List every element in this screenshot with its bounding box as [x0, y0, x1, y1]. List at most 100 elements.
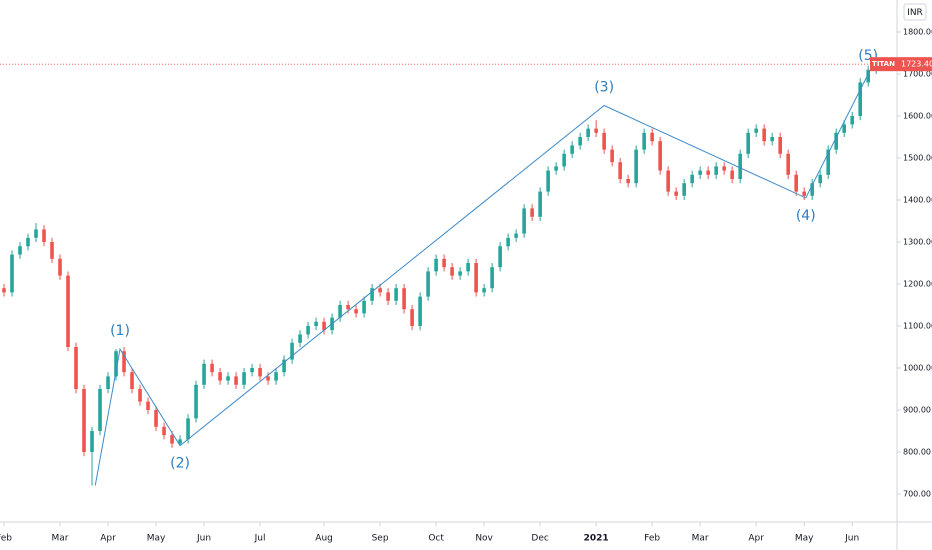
candle-body: [778, 136, 782, 154]
last-price: 1723.40: [901, 60, 932, 69]
x-tick-label: May: [795, 534, 814, 544]
x-tick-label: Jun: [196, 534, 211, 544]
candle-body: [154, 409, 158, 427]
candle-body: [818, 174, 822, 184]
candle-body: [370, 288, 374, 301]
candle-body: [546, 170, 550, 192]
candle-body: [858, 82, 862, 116]
candle-body: [402, 288, 406, 310]
candle-body: [322, 321, 326, 331]
candle-body: [650, 132, 654, 142]
candle-body: [570, 145, 574, 154]
x-tick-label: Jul: [254, 534, 266, 544]
candle-body: [186, 418, 190, 440]
y-tick-label: 1000.00: [903, 363, 932, 372]
candle-body: [802, 191, 806, 196]
candle-body: [234, 376, 238, 385]
x-tick-label: Jun: [844, 534, 859, 544]
candle-body: [466, 262, 470, 272]
candle-body: [706, 170, 710, 175]
wave-label: (1): [110, 323, 130, 339]
candle-body: [594, 128, 598, 133]
candle-body: [122, 351, 126, 373]
candle-body: [762, 128, 766, 142]
candle-body: [562, 153, 566, 167]
candle-body: [842, 124, 846, 133]
candle-body: [514, 233, 518, 238]
candle-body: [426, 271, 430, 297]
candle-body: [418, 296, 422, 326]
candle-body: [250, 367, 254, 373]
candle-body: [314, 321, 318, 326]
candle-body: [194, 384, 198, 419]
candle-body: [130, 372, 134, 389]
candle-body: [682, 183, 686, 196]
candle-body: [698, 170, 702, 175]
candle-body: [114, 351, 118, 377]
y-tick-label: 1700.00: [903, 70, 932, 79]
candle-body: [770, 136, 774, 142]
candle-body: [274, 372, 278, 381]
candle-body: [242, 372, 246, 385]
candle-body: [458, 271, 462, 276]
candle-body: [586, 128, 590, 137]
candle-body: [794, 174, 798, 192]
symbol-box: [870, 57, 897, 72]
candle-body: [178, 439, 182, 444]
candle-body: [658, 141, 662, 171]
candle-body: [18, 246, 22, 255]
x-tick-label: 2021: [584, 534, 609, 544]
candle-body: [850, 116, 854, 125]
candle-body: [226, 376, 230, 381]
candle-body: [498, 246, 502, 268]
candle-body: [74, 346, 78, 389]
candle-body: [578, 136, 582, 146]
candle-body: [98, 388, 102, 431]
candle-body: [410, 309, 414, 326]
candle-body: [730, 170, 734, 179]
currency-box[interactable]: [903, 3, 927, 21]
x-tick-label: May: [147, 534, 166, 544]
candle-body: [746, 132, 750, 154]
candle-body: [626, 178, 630, 184]
candle-body: [58, 258, 62, 276]
candle-body: [66, 275, 70, 347]
x-tick-label: Dec: [531, 534, 548, 544]
candle-body: [810, 183, 814, 196]
candle-body: [834, 132, 838, 150]
x-tick-label: Aug: [315, 534, 333, 544]
candle-body: [642, 132, 646, 150]
y-tick-label: 1400.00: [903, 195, 932, 204]
candle-body: [522, 208, 526, 234]
wave-label: (4): [796, 208, 816, 224]
candle-body: [202, 363, 206, 385]
candle-body: [218, 372, 222, 381]
candle-body: [50, 241, 54, 259]
candle-body: [298, 334, 302, 343]
candle-body: [282, 359, 286, 373]
candle-body: [386, 292, 390, 301]
candle-body: [210, 363, 214, 373]
candle-body: [610, 149, 614, 163]
x-tick-label: Mar: [692, 534, 709, 544]
wave-label: (2): [170, 456, 190, 472]
candle-body: [170, 435, 174, 444]
candle-body: [26, 237, 30, 247]
candle-body: [722, 166, 726, 171]
candle-body: [754, 128, 758, 133]
x-tick-label: Mar: [52, 534, 69, 544]
candle-body: [634, 149, 638, 184]
y-tick-label: 1200.00: [903, 279, 932, 288]
x-tick-label: Feb: [0, 534, 12, 544]
candle-body: [490, 267, 494, 289]
candle-body: [602, 132, 606, 150]
candle-body: [714, 166, 718, 175]
candle-body: [482, 288, 486, 293]
candle-body: [378, 288, 382, 293]
candle-body: [346, 304, 350, 310]
y-tick-label: 1100.00: [903, 321, 932, 330]
x-tick-label: Sep: [372, 534, 389, 544]
candle-body: [738, 153, 742, 179]
